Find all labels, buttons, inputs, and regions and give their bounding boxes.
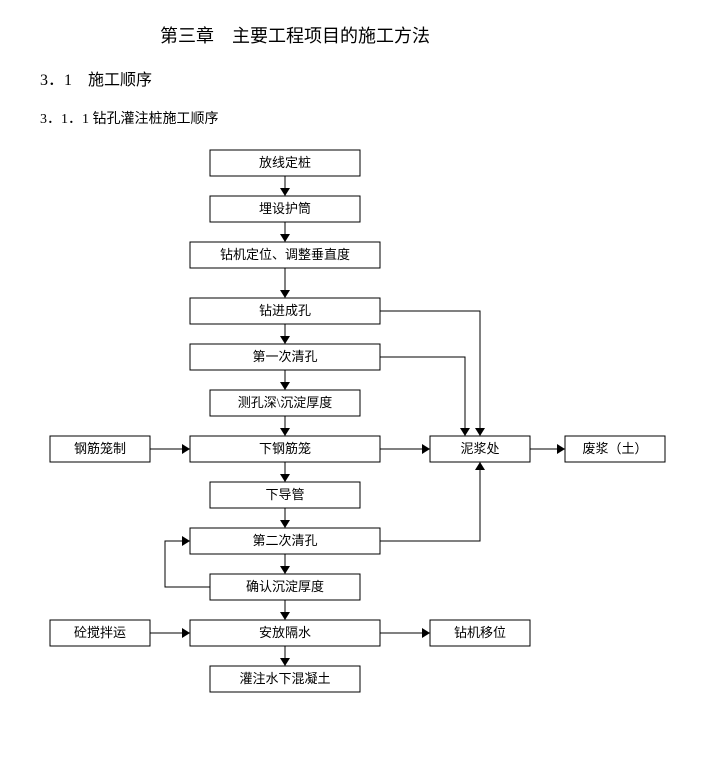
flow-node-label-sR3: 钻机移位 xyxy=(454,625,506,640)
flow-node-label-n8: 下导管 xyxy=(265,487,304,502)
flow-node-label-n9: 第二次清孔 xyxy=(252,533,317,548)
flow-node-label-n12: 灌注水下混凝土 xyxy=(239,671,330,686)
flow-node-label-sR2: 废浆（土） xyxy=(582,441,647,456)
flow-node-label-n5: 第一次清孔 xyxy=(252,349,317,364)
chapter-title: 第三章 主要工程项目的施工方法 xyxy=(160,22,430,48)
flow-node-label-n10: 确认沉淀厚度 xyxy=(246,579,324,594)
flow-node-label-n11: 安放隔水 xyxy=(259,625,311,640)
flow-node-label-n2: 埋设护筒 xyxy=(259,201,311,216)
flow-node-label-sL1: 钢筋笼制 xyxy=(74,441,126,456)
flow-node-label-sL2: 砼搅拌运 xyxy=(74,625,126,640)
flow-node-label-n1: 放线定桩 xyxy=(259,155,311,170)
section-title: 3．1 施工顺序 xyxy=(40,66,152,90)
flow-node-label-n7: 下钢筋笼 xyxy=(259,441,311,456)
flow-node-label-n6: 测孔深\沉淀厚度 xyxy=(238,395,333,410)
flow-node-label-sR1: 泥浆处 xyxy=(460,441,499,456)
subsection-title: 3．1．1 钻孔灌注桩施工顺序 xyxy=(40,108,219,128)
flow-node-label-n3: 钻机定位、调整垂直度 xyxy=(220,247,350,262)
flow-node-label-n4: 钻进成孔 xyxy=(259,303,311,318)
